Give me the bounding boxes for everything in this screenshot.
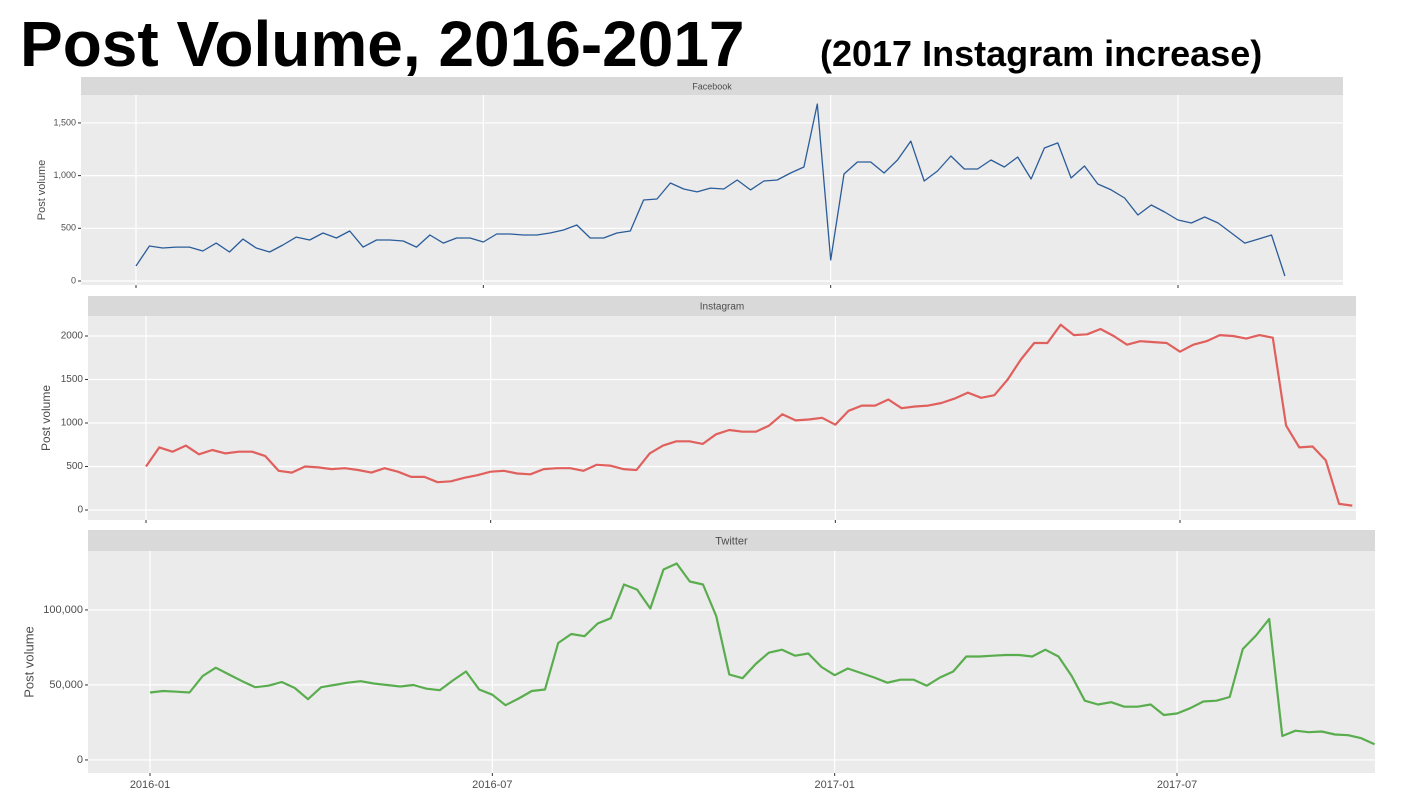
strip-title: Twitter: [715, 535, 748, 547]
y-tick-label: 50,000: [49, 679, 83, 691]
y-tick-label: 2000: [61, 331, 84, 342]
y-tick-label: 1,000: [53, 170, 76, 180]
series-line: [135, 103, 1286, 277]
plot-bg: [81, 95, 1343, 285]
y-tick-label: 1500: [61, 374, 84, 385]
slide-title: Post Volume, 2016-2017: [20, 8, 745, 80]
strip: [81, 77, 1343, 95]
y-tick-label: 100,000: [43, 604, 83, 616]
y-tick-label: 0: [71, 275, 76, 285]
x-tick-label: 2017-07: [1157, 779, 1197, 791]
strip-title: Facebook: [692, 81, 732, 91]
x-tick-label: 2017-01: [814, 779, 854, 791]
panel: Instagram 0 500 1000 1500 2000 Post volume: [39, 296, 1356, 523]
y-axis-label: Post volume: [36, 160, 48, 221]
y-tick-label: 500: [61, 223, 76, 233]
slide-subtitle: (2017 Instagram increase): [820, 33, 1262, 74]
plot-bg: [88, 316, 1356, 520]
y-axis-label: Post volume: [39, 385, 53, 451]
y-tick-label: 0: [77, 754, 83, 766]
strip: [88, 296, 1356, 316]
y-tick-label: 0: [77, 505, 83, 516]
strip: [88, 530, 1375, 551]
panel: Facebook 0 500 1,000 1,500 Post volume: [36, 77, 1343, 288]
y-tick-label: 1,500: [53, 117, 76, 127]
strip-title: Instagram: [700, 302, 744, 313]
x-tick-label: 2016-07: [472, 779, 512, 791]
series-line: [149, 562, 1375, 746]
y-tick-label: 500: [66, 461, 83, 472]
y-tick-label: 1000: [61, 418, 84, 429]
plot-bg: [88, 551, 1375, 773]
x-tick-label: 2016-01: [130, 779, 170, 791]
series-line: [145, 323, 1353, 507]
panel: Twitter 0 50,000 100,000 2016-01 2016-07 2017-…: [21, 530, 1375, 791]
y-axis-label: Post volume: [21, 626, 36, 698]
